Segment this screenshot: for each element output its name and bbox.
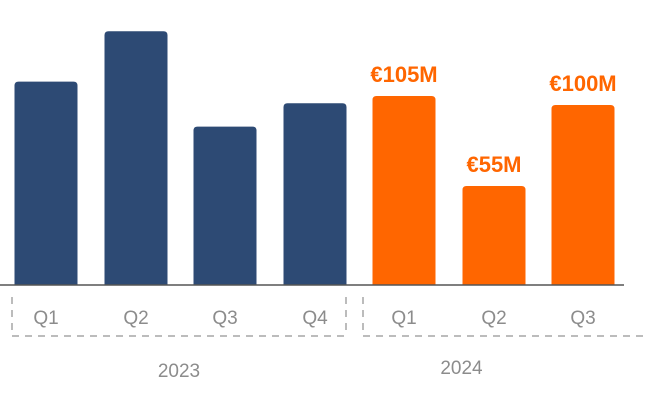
tick-label-2023-q1: Q1 <box>33 308 58 329</box>
bar-2023-q1 <box>14 81 78 285</box>
tick-label-2024-q3: Q3 <box>570 308 595 329</box>
tick-label-2023-q4: Q4 <box>302 308 328 329</box>
bar-2024-q3 <box>551 105 615 285</box>
year-brackets: 2023 2024 <box>11 297 644 382</box>
bar-2023-q2 <box>104 31 168 286</box>
bar-2023-q4 <box>283 103 347 285</box>
data-label-2024-q1: €105M <box>370 62 437 87</box>
bar-2024-q1 <box>372 96 436 285</box>
tick-label-2024-q2: Q2 <box>481 308 506 329</box>
data-label-2024-q3: €100M <box>549 71 616 96</box>
year-label-2024: 2024 <box>440 358 483 379</box>
data-label-2024-q2: €55M <box>466 152 521 177</box>
tick-label-2023-q3: Q3 <box>212 308 237 329</box>
bars <box>14 31 615 286</box>
year-label-2023: 2023 <box>158 361 200 382</box>
tick-label-2023-q2: Q2 <box>123 308 148 329</box>
tick-label-2024-q1: Q1 <box>391 308 416 329</box>
bar-2024-q2 <box>462 186 526 285</box>
data-labels: €105M €55M €100M <box>370 62 616 177</box>
bar-2023-q3 <box>193 126 257 285</box>
tick-labels: Q1 Q2 Q3 Q4 Q1 Q2 Q3 <box>33 308 595 329</box>
